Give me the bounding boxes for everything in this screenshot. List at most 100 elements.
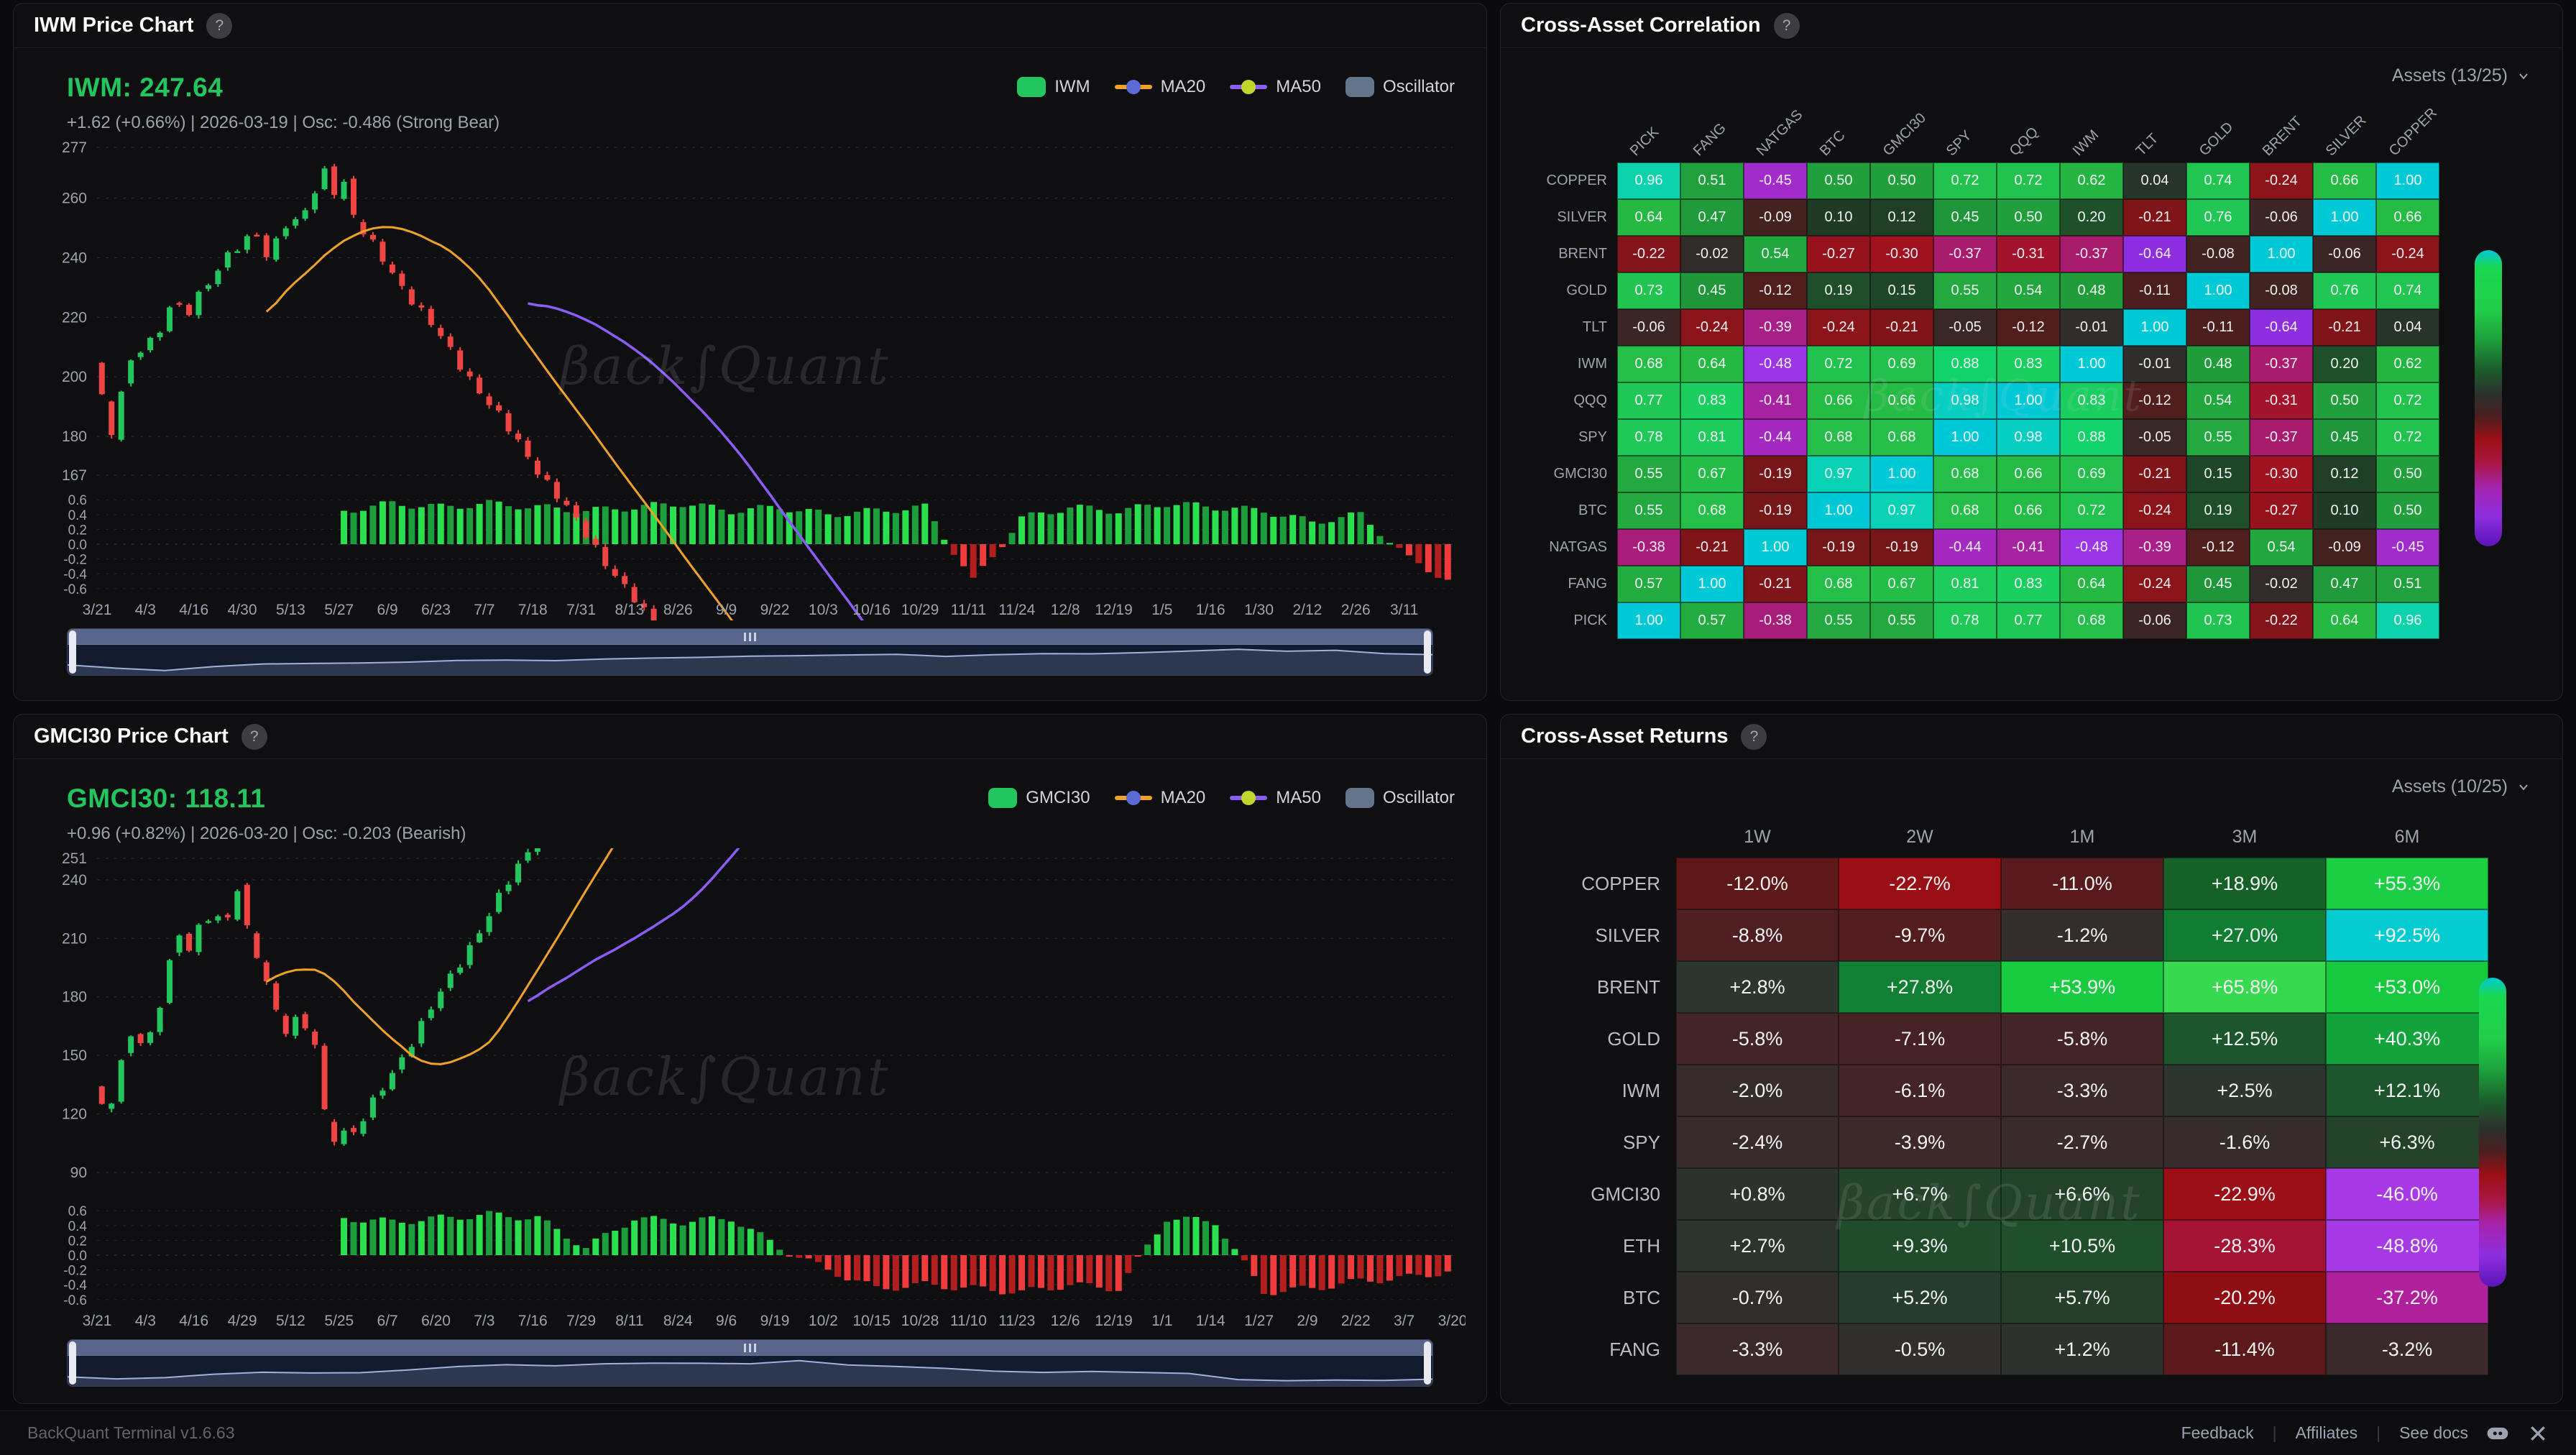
svg-text:12/8: 12/8 <box>1051 602 1080 618</box>
corr-cell-natgas-qqq: -0.41 <box>1997 529 2060 566</box>
returns-cell-gold-1w: -5.8% <box>1676 1013 1839 1065</box>
navigator-right-handle[interactable] <box>1424 630 1431 674</box>
correlation-assets-dropdown[interactable]: Assets (13/25) <box>1501 48 2562 91</box>
correlation-column-header-spy: SPY <box>1943 127 1975 160</box>
legend-item-ma50[interactable]: MA50 <box>1230 788 1321 808</box>
iwm-info-row: IWM: 247.64 +1.62 (+0.66%) | 2026-03-19 … <box>35 63 1465 137</box>
corr-cell-qqq-btc: 0.66 <box>1807 382 1870 419</box>
corr-cell-gmci30-tlt: -0.21 <box>2123 456 2186 492</box>
corr-cell-btc-spy: 0.68 <box>1933 492 1997 529</box>
returns-cell-gmci30-1m: +6.6% <box>2001 1168 2163 1220</box>
returns-cell-brent-1m: +53.9% <box>2001 961 2163 1013</box>
iwm-range-navigator[interactable] <box>67 628 1433 676</box>
gmci-candlestick-chart[interactable]: 251 240 210 180 150 120 90 0.60.40.20.0-0.2-0.4… <box>35 715 1467 1331</box>
legend-item-ma20[interactable]: MA20 <box>1114 788 1205 808</box>
gmci-panel-title: GMCI30 Price Chart <box>34 725 229 748</box>
corr-cell-copper-iwm: 0.62 <box>2060 162 2123 199</box>
see-docs-link[interactable]: See docs <box>2399 1423 2468 1442</box>
svg-text:120: 120 <box>62 1106 87 1123</box>
corr-cell-fang-spy: 0.81 <box>1933 566 1997 602</box>
corr-cell-brent-qqq: -0.31 <box>1997 236 2060 272</box>
svg-text:10/3: 10/3 <box>809 602 838 618</box>
svg-text:9/19: 9/19 <box>760 1313 790 1329</box>
legend-line-marker <box>1114 77 1152 97</box>
svg-text:1/16: 1/16 <box>1196 602 1225 618</box>
returns-cell-btc-1m: +5.7% <box>2001 1272 2163 1323</box>
feedback-link[interactable]: Feedback <box>2181 1423 2254 1442</box>
corr-cell-btc-tlt: -0.24 <box>2123 492 2186 529</box>
iwm-help-icon[interactable]: ? <box>206 12 233 39</box>
correlation-column-header-copper: COPPER <box>2386 105 2441 160</box>
x-social-icon[interactable] <box>2527 1424 2549 1443</box>
svg-text:167: 167 <box>62 467 87 484</box>
iwm-candlestick-chart[interactable]: 2772602402202001801670.60.40.20.0-0.2-0.… <box>35 137 1466 700</box>
corr-cell-gold-fang: 0.45 <box>1680 272 1744 309</box>
corr-cell-fang-qqq: 0.83 <box>1997 566 2060 602</box>
gmci-range-navigator[interactable] <box>67 1339 1433 1387</box>
corr-cell-brent-gold: -0.08 <box>2186 236 2250 272</box>
svg-text:0.0: 0.0 <box>68 1249 87 1264</box>
legend-item-ma20[interactable]: MA20 <box>1114 77 1205 97</box>
svg-text:9/6: 9/6 <box>716 1313 737 1329</box>
returns-cell-spy-2w: -3.9% <box>1839 1116 2001 1168</box>
corr-cell-qqq-brent: -0.31 <box>2250 382 2313 419</box>
legend-item-ma50[interactable]: MA50 <box>1230 77 1321 97</box>
svg-text:-0.4: -0.4 <box>63 1278 87 1293</box>
corr-cell-fang-brent: -0.02 <box>2250 566 2313 602</box>
returns-cell-brent-3m: +65.8% <box>2163 961 2326 1013</box>
legend-label: Oscillator <box>1382 788 1455 807</box>
legend-item-gmci30[interactable]: GMCI30 <box>988 788 1090 808</box>
navigator-left-handle[interactable] <box>69 630 76 674</box>
navigator-scrollbar[interactable] <box>68 629 1432 645</box>
returns-cell-eth-1w: +2.7% <box>1676 1220 1839 1272</box>
corr-cell-gmci30-gmci30: 1.00 <box>1870 456 1933 492</box>
corr-cell-pick-btc: 0.55 <box>1807 602 1870 639</box>
legend-swatch <box>1017 77 1046 97</box>
returns-column-header-6m: 6M <box>2394 826 2420 847</box>
corr-cell-fang-gold: 0.45 <box>2186 566 2250 602</box>
svg-text:251: 251 <box>62 850 87 867</box>
corr-cell-brent-gmci30: -0.30 <box>1870 236 1933 272</box>
corr-cell-natgas-iwm: -0.48 <box>2060 529 2123 566</box>
gmci-help-icon[interactable]: ? <box>241 723 267 750</box>
correlation-help-icon[interactable]: ? <box>1773 12 1800 39</box>
navigator-scrollbar[interactable] <box>68 1340 1432 1356</box>
legend-item-oscillator[interactable]: Oscillator <box>1345 77 1455 97</box>
svg-text:0.6: 0.6 <box>68 493 87 508</box>
returns-assets-dropdown[interactable]: Assets (10/25) <box>1501 759 2562 802</box>
legend-item-iwm[interactable]: IWM <box>1017 77 1090 97</box>
gmci-chart-body: GMCI30: 118.11 +0.96 (+0.82%) | 2026-03-… <box>14 715 1486 1387</box>
returns-cell-brent-6m: +53.0% <box>2326 961 2488 1013</box>
returns-corner <box>1564 816 1676 858</box>
legend-item-oscillator[interactable]: Oscillator <box>1345 788 1455 808</box>
panel-cross-asset-correlation: Cross-Asset Correlation ? Assets (13/25)… <box>1500 3 2563 701</box>
svg-text:10/16: 10/16 <box>852 602 891 618</box>
gmci-last-price: GMCI30: 118.11 <box>67 784 266 813</box>
discord-icon[interactable] <box>2487 1424 2508 1443</box>
returns-row-header-brent: BRENT <box>1596 976 1660 998</box>
svg-text:3/21: 3/21 <box>83 1313 112 1329</box>
corr-cell-gold-natgas: -0.12 <box>1744 272 1807 309</box>
svg-text:7/18: 7/18 <box>518 602 548 618</box>
corr-cell-qqq-silver: 0.50 <box>2313 382 2376 419</box>
svg-text:10/29: 10/29 <box>901 602 939 618</box>
corr-cell-pick-gmci30: 0.55 <box>1870 602 1933 639</box>
returns-cell-btc-3m: -20.2% <box>2163 1272 2326 1323</box>
svg-text:7/31: 7/31 <box>566 602 596 618</box>
corr-cell-qqq-gold: 0.54 <box>2186 382 2250 419</box>
navigator-left-handle[interactable] <box>69 1341 76 1385</box>
corr-cell-copper-tlt: 0.04 <box>2123 162 2186 199</box>
affiliates-link[interactable]: Affiliates <box>2295 1423 2358 1442</box>
legend-swatch <box>988 788 1018 808</box>
returns-help-icon[interactable]: ? <box>1741 723 1767 750</box>
corr-cell-spy-copper: 0.72 <box>2376 419 2439 456</box>
corr-cell-silver-pick: 0.64 <box>1617 199 1680 236</box>
returns-cell-btc-6m: -37.2% <box>2326 1272 2488 1323</box>
svg-text:2/26: 2/26 <box>1341 602 1371 618</box>
corr-cell-gmci30-spy: 0.68 <box>1933 456 1997 492</box>
svg-text:277: 277 <box>62 139 87 156</box>
correlation-row-header-gmci30: GMCI30 <box>1553 466 1607 482</box>
iwm-last-price: IWM: 247.64 <box>67 73 224 102</box>
navigator-right-handle[interactable] <box>1424 1341 1431 1385</box>
svg-text:8/11: 8/11 <box>615 1313 643 1329</box>
